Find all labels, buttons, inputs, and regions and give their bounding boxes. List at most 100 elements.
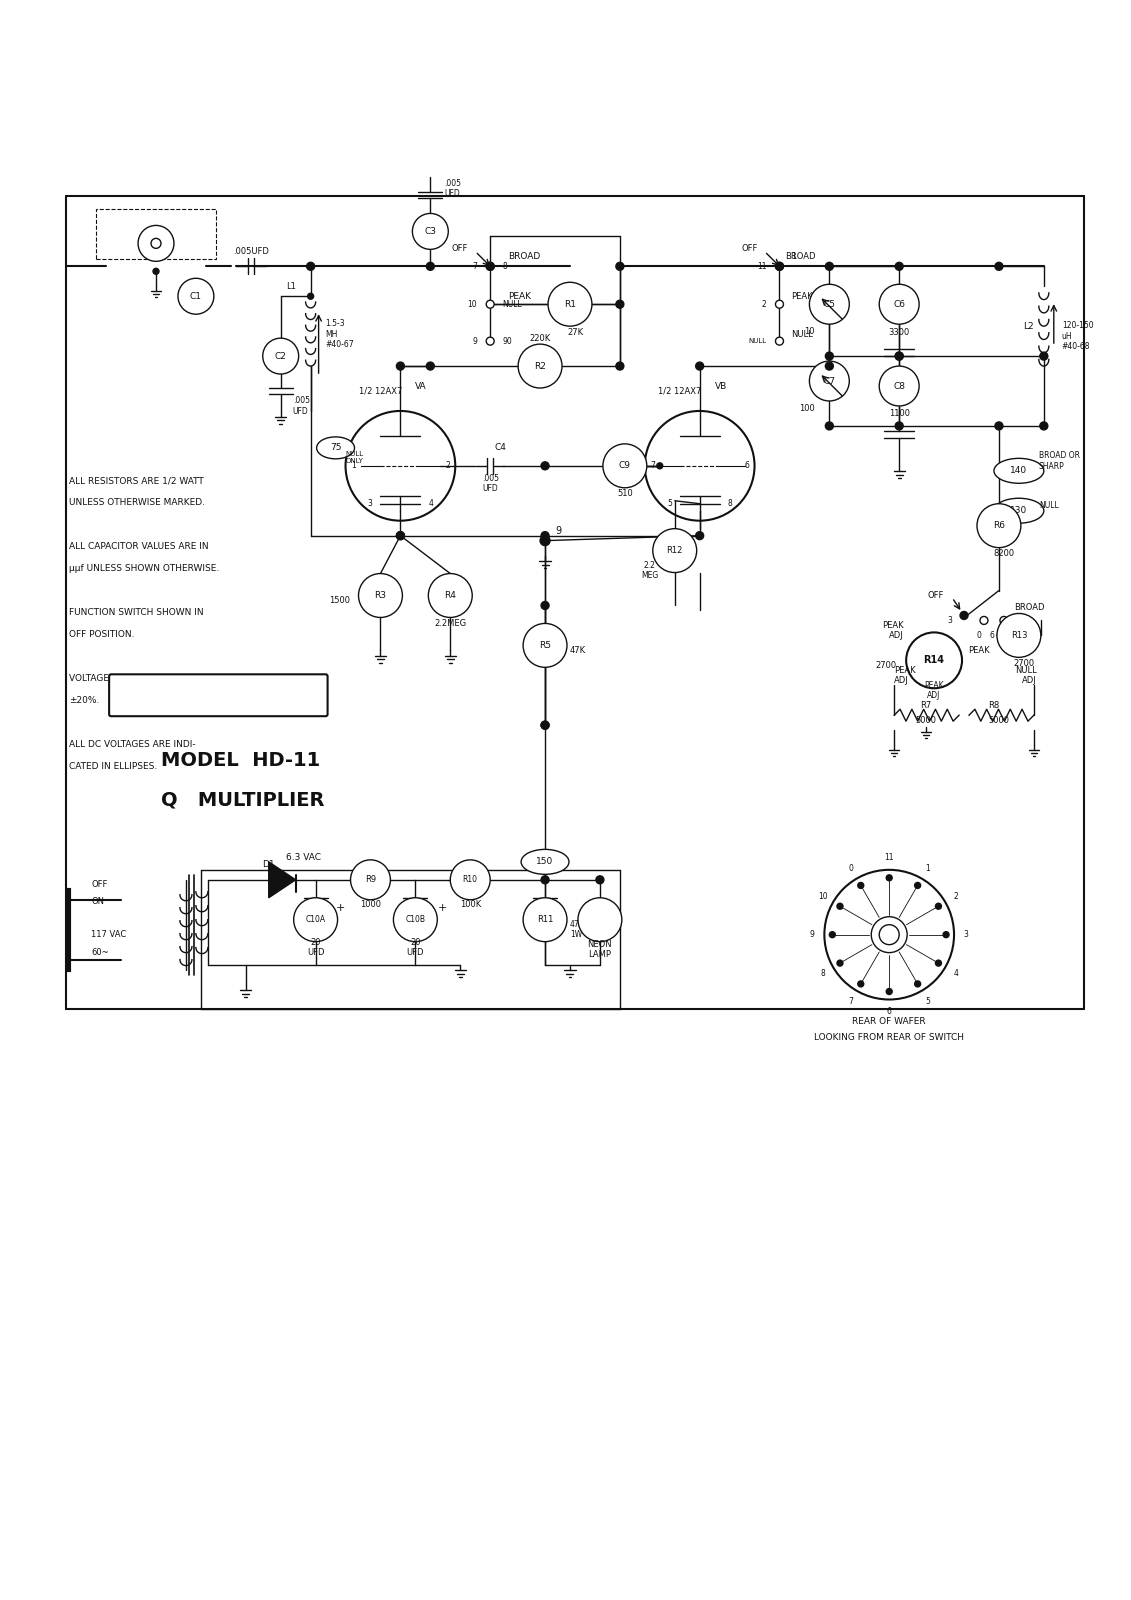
Circle shape bbox=[879, 925, 899, 944]
Text: NULL
ADJ: NULL ADJ bbox=[1016, 666, 1037, 685]
Circle shape bbox=[653, 528, 697, 573]
Text: 2: 2 bbox=[446, 461, 450, 470]
Text: L2: L2 bbox=[1024, 322, 1034, 331]
Circle shape bbox=[1000, 616, 1008, 624]
Circle shape bbox=[307, 262, 314, 270]
Text: NULL: NULL bbox=[502, 299, 521, 309]
Text: PEAK
ADJ: PEAK ADJ bbox=[882, 621, 904, 640]
Circle shape bbox=[696, 362, 703, 370]
Circle shape bbox=[996, 613, 1041, 658]
Ellipse shape bbox=[994, 498, 1044, 523]
Text: 90: 90 bbox=[502, 336, 512, 346]
Circle shape bbox=[837, 904, 843, 909]
Text: 4: 4 bbox=[953, 968, 958, 978]
Text: R14: R14 bbox=[924, 656, 944, 666]
Text: ALL DC VOLTAGES ARE INDI-: ALL DC VOLTAGES ARE INDI- bbox=[69, 739, 196, 749]
Text: REAR OF WAFER: REAR OF WAFER bbox=[853, 1018, 926, 1026]
Circle shape bbox=[935, 960, 941, 966]
Text: 7: 7 bbox=[848, 997, 853, 1006]
Circle shape bbox=[857, 883, 864, 888]
Text: MODEL  HD-11: MODEL HD-11 bbox=[161, 750, 320, 770]
Text: PEAK: PEAK bbox=[968, 646, 990, 654]
Text: R8: R8 bbox=[987, 701, 999, 710]
Text: 7: 7 bbox=[473, 262, 477, 270]
Circle shape bbox=[541, 722, 549, 730]
Text: C4: C4 bbox=[494, 443, 506, 453]
FancyBboxPatch shape bbox=[96, 210, 216, 259]
Text: C6: C6 bbox=[893, 299, 905, 309]
Text: 140: 140 bbox=[1010, 466, 1027, 475]
Text: C8: C8 bbox=[893, 381, 905, 390]
Text: 27K: 27K bbox=[567, 328, 584, 336]
Circle shape bbox=[616, 301, 624, 309]
Text: OFF: OFF bbox=[741, 243, 758, 253]
Text: 20
UFD: 20 UFD bbox=[307, 938, 325, 957]
Circle shape bbox=[896, 352, 904, 360]
Circle shape bbox=[896, 262, 904, 270]
Circle shape bbox=[426, 362, 434, 370]
Ellipse shape bbox=[994, 458, 1044, 483]
Text: 150: 150 bbox=[536, 858, 554, 866]
Text: 3: 3 bbox=[947, 616, 952, 626]
Circle shape bbox=[1039, 422, 1047, 430]
Text: 10: 10 bbox=[818, 891, 828, 901]
Text: +: + bbox=[336, 902, 345, 912]
Circle shape bbox=[486, 262, 494, 270]
Text: OFF: OFF bbox=[92, 880, 107, 890]
Text: R5: R5 bbox=[539, 642, 551, 650]
Text: 9: 9 bbox=[810, 930, 814, 939]
Text: VB: VB bbox=[715, 381, 727, 390]
Text: 60~: 60~ bbox=[92, 949, 109, 957]
Circle shape bbox=[578, 898, 622, 942]
Text: PEAK: PEAK bbox=[792, 291, 813, 301]
Text: 2.2
MEG: 2.2 MEG bbox=[641, 562, 658, 581]
Circle shape bbox=[657, 462, 663, 469]
Circle shape bbox=[879, 366, 920, 406]
Text: 75: 75 bbox=[330, 443, 342, 453]
Text: C2: C2 bbox=[275, 352, 286, 360]
Text: 3300: 3300 bbox=[889, 328, 909, 336]
Text: L1: L1 bbox=[286, 282, 295, 291]
Text: RG58A/U: RG58A/U bbox=[136, 229, 176, 238]
Text: ON: ON bbox=[92, 898, 104, 906]
Circle shape bbox=[524, 898, 567, 942]
Text: D1: D1 bbox=[262, 861, 275, 869]
Circle shape bbox=[979, 616, 988, 624]
Text: 5: 5 bbox=[667, 499, 672, 509]
Text: 1/2 12AX7: 1/2 12AX7 bbox=[359, 387, 403, 395]
Text: VA: VA bbox=[415, 381, 428, 390]
Text: 05: 05 bbox=[1001, 630, 1011, 640]
Circle shape bbox=[397, 531, 405, 539]
Circle shape bbox=[178, 278, 214, 314]
Ellipse shape bbox=[521, 850, 569, 874]
Text: ⋄✦: ⋄✦ bbox=[130, 688, 148, 702]
Circle shape bbox=[541, 536, 550, 546]
Circle shape bbox=[857, 981, 864, 987]
Circle shape bbox=[871, 917, 907, 952]
Text: 6: 6 bbox=[744, 461, 750, 470]
Text: NEON
LAMP: NEON LAMP bbox=[588, 939, 612, 960]
Circle shape bbox=[413, 213, 448, 250]
Text: 1100: 1100 bbox=[889, 410, 909, 419]
Text: 3: 3 bbox=[368, 499, 372, 509]
Polygon shape bbox=[269, 862, 295, 898]
Text: C1: C1 bbox=[190, 291, 202, 301]
Text: NULL: NULL bbox=[792, 330, 813, 339]
Circle shape bbox=[429, 573, 473, 618]
Text: R3: R3 bbox=[374, 590, 387, 600]
Circle shape bbox=[138, 226, 174, 261]
Text: 6: 6 bbox=[990, 630, 994, 640]
Text: 9: 9 bbox=[473, 336, 477, 346]
Circle shape bbox=[616, 262, 624, 270]
Text: 4: 4 bbox=[429, 499, 433, 509]
Circle shape bbox=[935, 904, 941, 909]
Text: FUNCTION SWITCH SHOWN IN: FUNCTION SWITCH SHOWN IN bbox=[69, 608, 204, 618]
Text: 10: 10 bbox=[804, 326, 814, 336]
Text: OFF: OFF bbox=[452, 243, 468, 253]
Text: 1500: 1500 bbox=[329, 595, 351, 605]
Text: R6: R6 bbox=[993, 522, 1005, 530]
Circle shape bbox=[152, 238, 161, 248]
Text: 0: 0 bbox=[848, 864, 853, 872]
Text: 220K: 220K bbox=[529, 334, 551, 342]
Text: PEAK
ADJ: PEAK ADJ bbox=[895, 666, 916, 685]
